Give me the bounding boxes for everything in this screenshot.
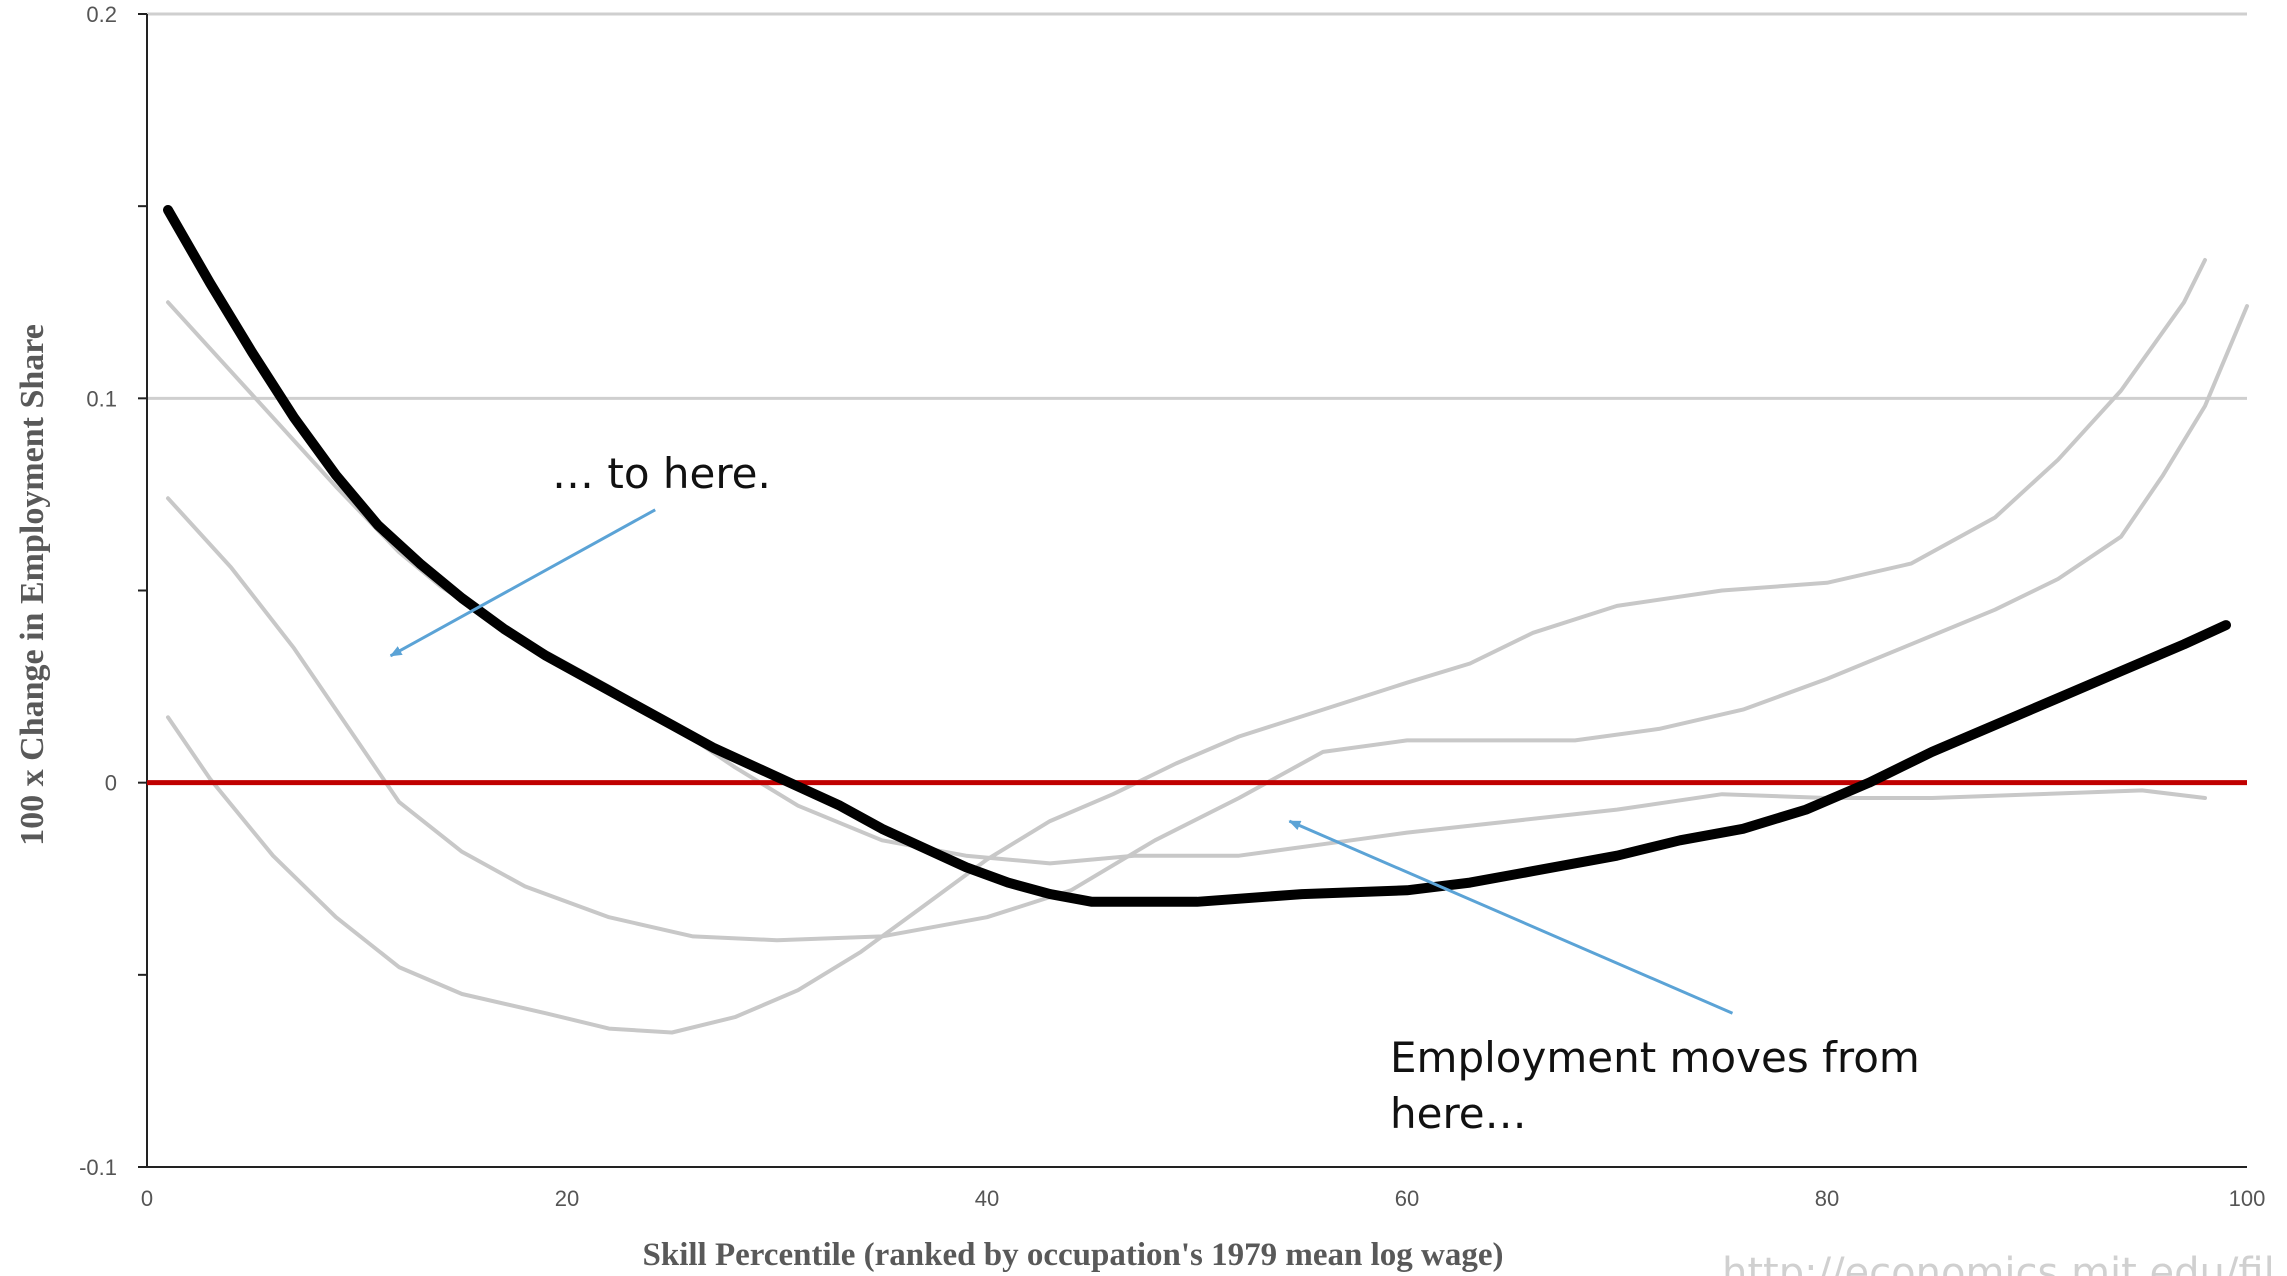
annotation-arrow <box>1288 819 1734 1015</box>
x-tick-label: 100 <box>2229 1186 2266 1211</box>
y-tick-label: 0.2 <box>86 2 117 27</box>
comparison-series-line <box>166 258 2207 1035</box>
annotation-arrow <box>389 508 656 658</box>
y-tick-label: 0.1 <box>86 386 117 411</box>
annotation-layer: … to here. Employment moves from here… <box>389 449 1920 1138</box>
x-axis-title: Skill Percentile (ranked by occupation's… <box>642 1237 1503 1273</box>
axis-layer: -0.1 0 0.1 0.2 0 20 40 60 80 100 <box>79 2 2265 1211</box>
grid-layer <box>147 12 2247 400</box>
highlighted-series-line <box>163 205 2231 907</box>
x-tick-label: 60 <box>1395 1186 1419 1211</box>
x-tick-label: 40 <box>975 1186 999 1211</box>
y-axis-title: 100 x Change in Employment Share <box>14 324 51 846</box>
annotation-text: Employment moves from <box>1390 1033 1920 1082</box>
annotation-text: … to here. <box>552 449 771 498</box>
x-tick-label: 0 <box>141 1186 153 1211</box>
comparison-series-line <box>166 300 2207 866</box>
y-tick-label: -0.1 <box>79 1155 117 1180</box>
x-tick-label: 20 <box>555 1186 579 1211</box>
y-tick-label: 0 <box>105 771 117 796</box>
series-layer <box>147 205 2249 1035</box>
source-url: http://economics.mit.edu/fil <box>1722 1250 2275 1276</box>
x-tick-label: 80 <box>1815 1186 1839 1211</box>
comparison-series-line <box>166 304 2249 943</box>
annotation-text: here… <box>1390 1089 1527 1138</box>
